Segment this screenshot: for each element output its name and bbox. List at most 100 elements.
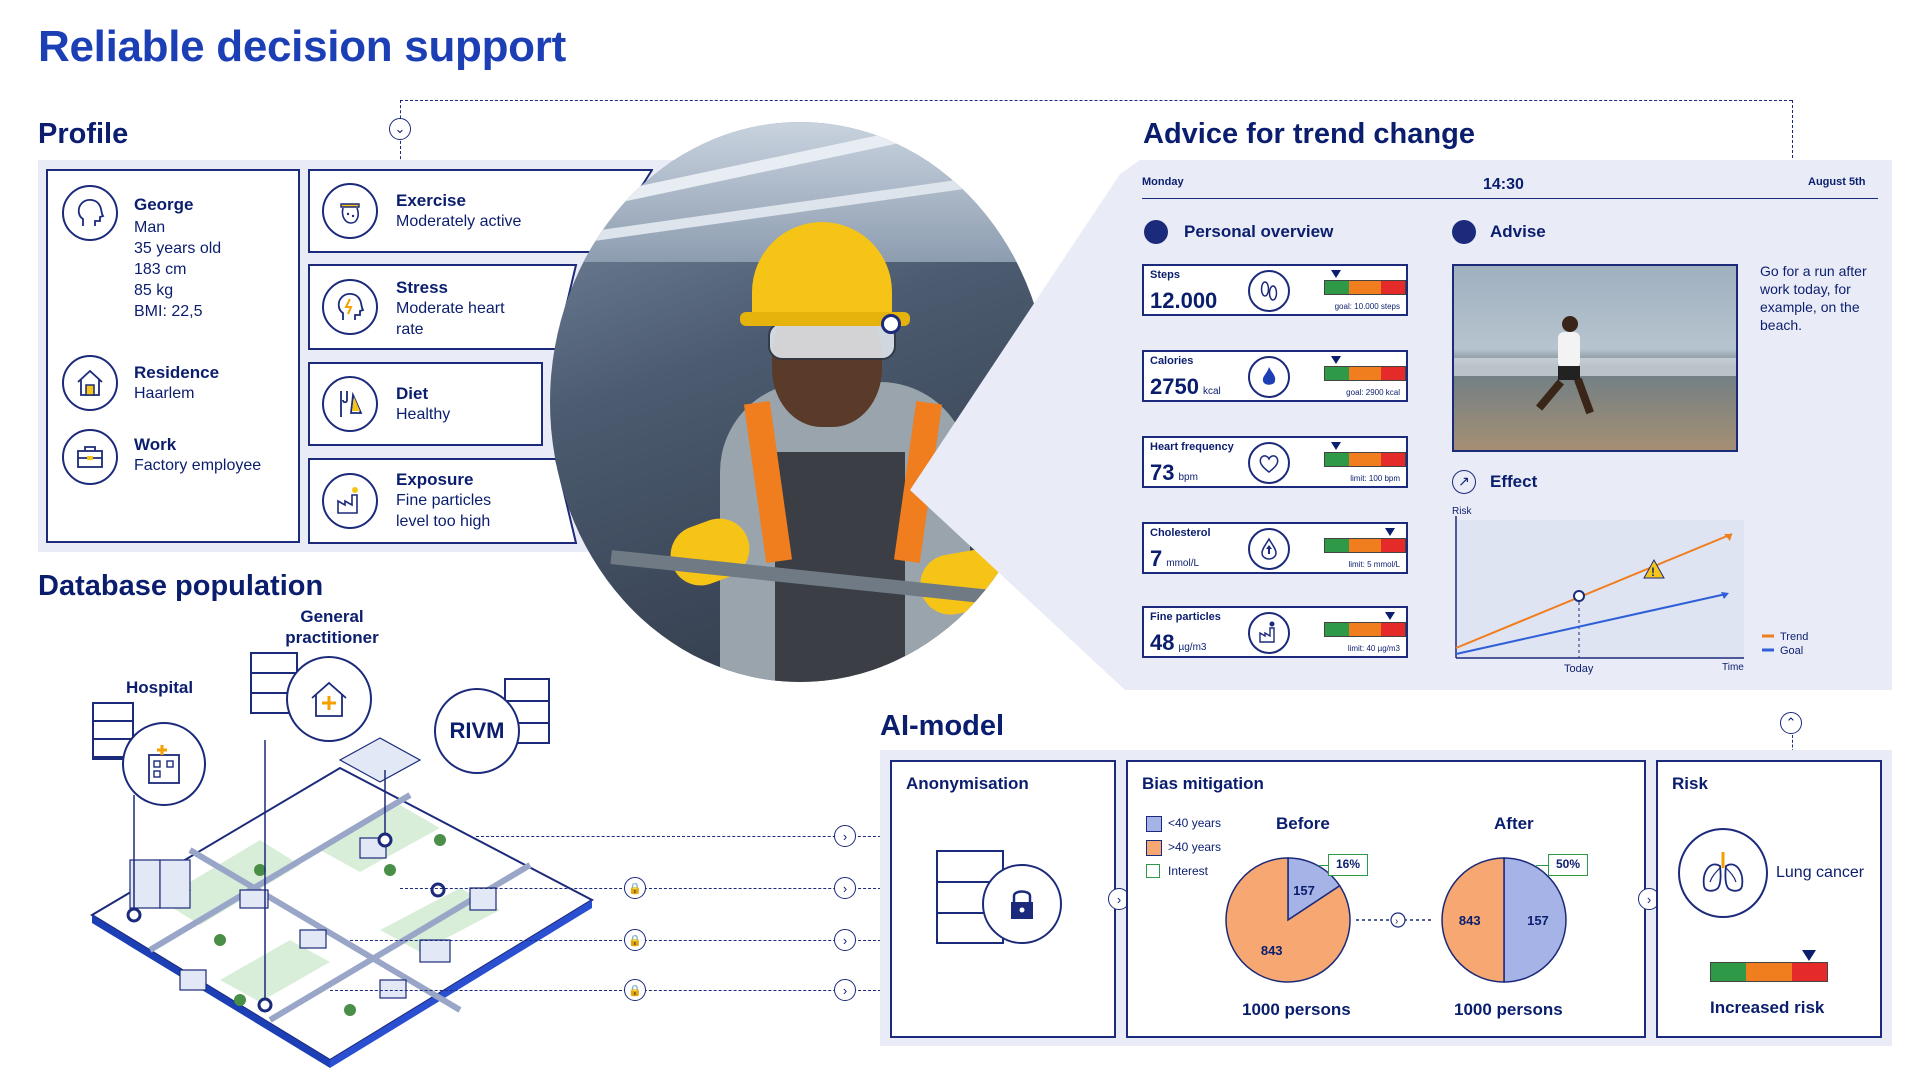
metric-calories: Calories 2750 kcal goal: 2900 kcal <box>1142 350 1408 402</box>
advice-connector <box>1792 100 1793 178</box>
ai-advice-connector <box>1792 735 1793 757</box>
head-icon <box>62 185 118 241</box>
residence-label: Residence <box>134 363 220 382</box>
goal-arrowhead <box>1721 592 1729 599</box>
data-line-1 <box>476 836 886 837</box>
advice-date: August 5th <box>1808 176 1866 188</box>
diet-label: Diet <box>396 384 429 403</box>
focus-dot <box>881 314 901 334</box>
svg-text:!: ! <box>1651 565 1655 579</box>
level-bar <box>1324 452 1406 467</box>
hospital-pin <box>126 907 142 923</box>
overview-title: Personal overview <box>1184 222 1334 241</box>
person-weight: 85 kg <box>134 282 174 299</box>
legend-interest: Interest <box>1168 864 1209 878</box>
arrow-right-icon: › <box>834 825 856 847</box>
hospital-icon <box>122 722 206 806</box>
goal-line <box>1455 593 1727 655</box>
footsteps-icon <box>1248 270 1290 312</box>
legend-young-swatch <box>1146 816 1162 832</box>
hospital-label: Hospital <box>126 678 194 697</box>
level-bar <box>1324 622 1406 637</box>
level-marker <box>1384 528 1395 536</box>
bias-title: Bias mitigation <box>1142 774 1264 793</box>
work-label: Work <box>134 435 177 454</box>
lock-icon: 🔒 <box>624 877 646 899</box>
advice-heading: Advice for trend change <box>1143 118 1475 150</box>
exposure-label: Exposure <box>396 470 474 489</box>
gp-label: General practitioner <box>285 607 379 647</box>
metric-value: 2750 <box>1150 374 1199 399</box>
padlock-icon <box>982 864 1062 944</box>
top-connector <box>400 100 1792 101</box>
level-bar <box>1324 280 1406 295</box>
chart-xlabel: Time <box>1722 662 1744 673</box>
person-age: 35 years old <box>134 240 222 257</box>
metric-unit: kcal <box>1202 386 1221 397</box>
legend-young: <40 years <box>1168 816 1222 830</box>
legend-trend: Trend <box>1780 631 1808 643</box>
droplet-icon <box>1248 528 1290 570</box>
trend-arrowhead <box>1724 534 1732 541</box>
after-young-slice <box>1503 857 1567 983</box>
risk-marker <box>1801 950 1816 961</box>
metric-goal: limit: 40 µg/m3 <box>1347 644 1400 653</box>
before-young-slice <box>1287 857 1341 922</box>
work-value: Factory employee <box>134 457 262 474</box>
worker-photo <box>550 122 1050 682</box>
arrow-right-icon: › <box>1638 888 1660 910</box>
metric-cholesterol: Cholesterol 7 mmol/L limit: 5 mmol/L <box>1142 522 1408 574</box>
runner-photo <box>1452 264 1738 452</box>
level-marker <box>1331 270 1341 278</box>
metric-value: 73 <box>1150 460 1175 485</box>
before-persons: 1000 persons <box>1242 1000 1351 1019</box>
effect-title: Effect <box>1490 472 1538 491</box>
advise-text: Go for a run after work today, for examp… <box>1760 263 1867 333</box>
bias-pies: 157 843 157 843 › <box>1225 857 1567 983</box>
stress-head-icon <box>322 279 378 335</box>
effect-chart: Risk Time Today ! Trend Goal <box>1452 506 1808 675</box>
risk-box: Risk Lung cancer Increased risk <box>1656 760 1882 1038</box>
person-card: George Man 35 years old 183 cm 85 kg BMI… <box>46 169 300 543</box>
factor-exposure: Exposure Fine particles level too high <box>308 458 578 544</box>
advise-title: Advise <box>1490 222 1546 241</box>
advice-time: 14:30 <box>1483 176 1524 193</box>
metric-unit: µg/m3 <box>1178 642 1207 653</box>
today-label: Today <box>1564 663 1594 675</box>
house-icon <box>62 355 118 411</box>
arrow-right-icon: › <box>834 979 856 1001</box>
metric-name: Calories <box>1150 355 1194 367</box>
data-line-4 <box>330 990 886 991</box>
trend-arrow-icon: ↗ <box>1452 470 1476 494</box>
metric-goal: goal: 2900 kcal <box>1346 388 1400 397</box>
level-marker <box>1331 356 1341 364</box>
toolbox-icon <box>62 429 118 485</box>
page-title: Reliable decision support <box>38 22 566 71</box>
factor-diet: Diet Healthy <box>308 362 544 446</box>
arrow-right-icon: › <box>834 929 856 951</box>
risk-bar <box>1710 962 1828 982</box>
person-bmi: BMI: 22,5 <box>134 303 203 320</box>
level-bar <box>1324 366 1406 381</box>
risk-condition: Lung cancer <box>1776 864 1865 881</box>
residence-value: Haarlem <box>134 385 195 402</box>
exercise-label: Exercise <box>396 191 466 210</box>
after-young-value: 157 <box>1527 913 1549 928</box>
stress-value: Moderate heart rate <box>396 300 505 338</box>
person-details: Man 35 years old 183 cm 85 kg BMI: 22,5 <box>134 217 221 322</box>
after-pct-badge: 50% <box>1548 854 1588 876</box>
person-height: 183 cm <box>134 261 187 278</box>
before-young-value: 157 <box>1293 883 1315 898</box>
warning-icon <box>1643 558 1665 579</box>
metric-name: Cholesterol <box>1150 527 1211 539</box>
legend-goal: Goal <box>1780 645 1803 657</box>
legend-old-swatch <box>1146 840 1162 856</box>
ai-heading: AI-model <box>880 710 1005 742</box>
exercise-icon <box>322 183 378 239</box>
person-name: George <box>134 195 194 214</box>
exercise-value: Moderately active <box>396 213 522 230</box>
city-map <box>90 737 595 1068</box>
cutlery-icon <box>322 376 378 432</box>
metric-name: Fine particles <box>1150 611 1221 623</box>
anonymisation-title: Anonymisation <box>906 774 1029 793</box>
